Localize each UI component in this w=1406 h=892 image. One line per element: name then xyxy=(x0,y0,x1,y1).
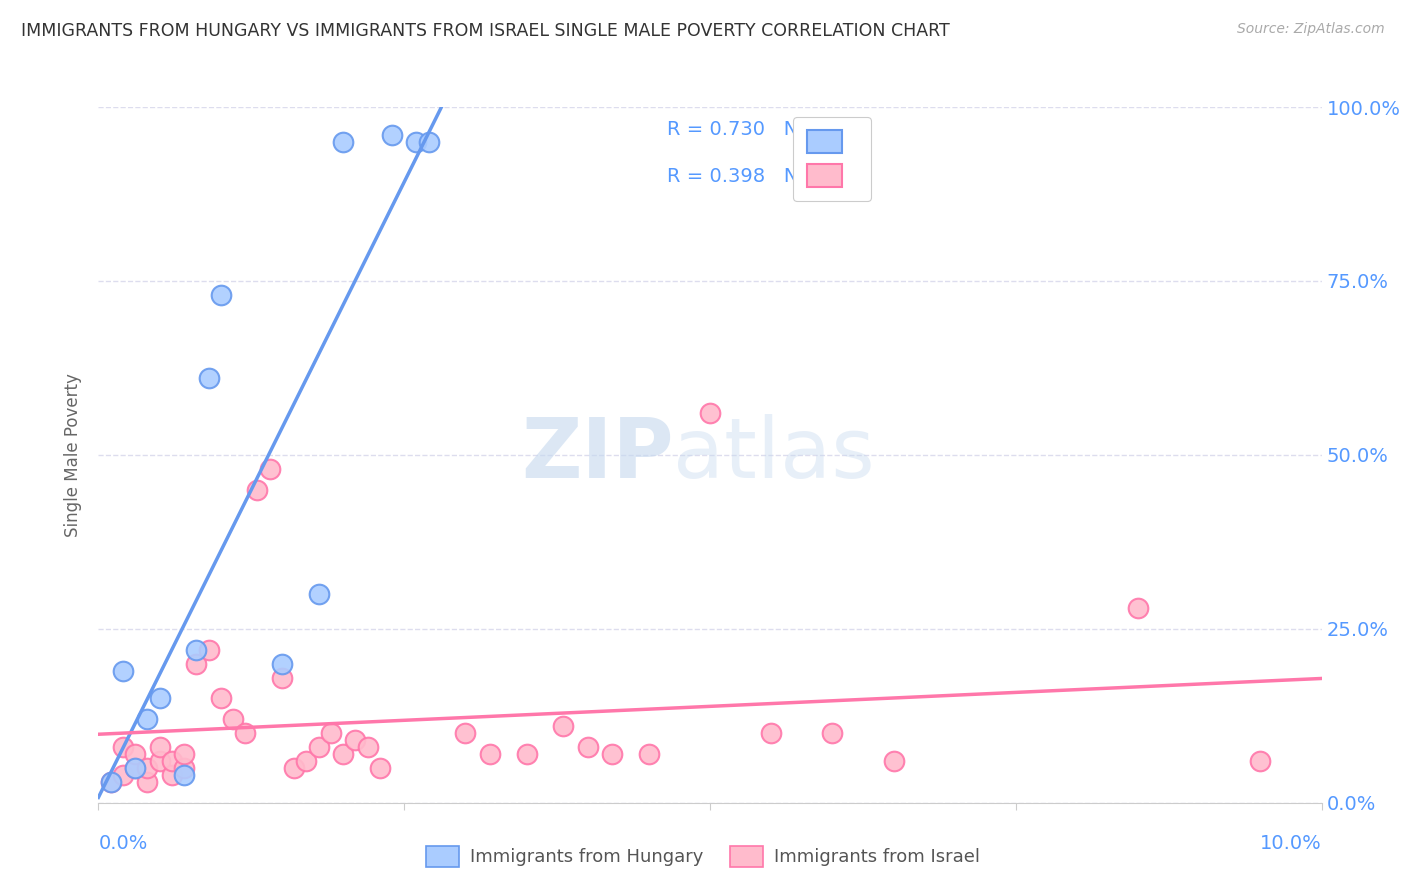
Point xyxy=(246,483,269,497)
Point xyxy=(283,761,305,775)
Point xyxy=(100,775,122,789)
Point xyxy=(1249,754,1271,768)
Point xyxy=(600,747,623,761)
Point xyxy=(344,733,367,747)
Point xyxy=(1128,601,1150,615)
Point xyxy=(308,740,330,755)
Point xyxy=(270,671,292,685)
Y-axis label: Single Male Poverty: Single Male Poverty xyxy=(65,373,83,537)
Point xyxy=(332,135,354,149)
Point xyxy=(553,719,575,733)
Point xyxy=(124,761,146,775)
Point xyxy=(136,712,159,726)
Point xyxy=(149,740,172,755)
Point xyxy=(759,726,782,740)
Point xyxy=(173,768,195,782)
Point xyxy=(149,754,172,768)
Point xyxy=(149,691,172,706)
Point xyxy=(136,775,159,789)
Point xyxy=(821,726,844,740)
Point xyxy=(100,775,122,789)
Point xyxy=(308,587,330,601)
Point xyxy=(295,754,318,768)
Legend: , : , xyxy=(793,117,872,201)
Point xyxy=(332,747,354,761)
Point xyxy=(111,768,134,782)
Point xyxy=(173,747,195,761)
Point xyxy=(454,726,477,740)
Point xyxy=(222,712,245,726)
Point xyxy=(160,768,183,782)
Point xyxy=(197,371,219,385)
Point xyxy=(209,288,232,302)
Point xyxy=(270,657,292,671)
Point xyxy=(186,657,208,671)
Text: Source: ZipAtlas.com: Source: ZipAtlas.com xyxy=(1237,22,1385,37)
Point xyxy=(197,642,219,657)
Point xyxy=(699,406,721,420)
Point xyxy=(259,462,281,476)
Point xyxy=(111,664,134,678)
Point xyxy=(516,747,538,761)
Point xyxy=(136,761,159,775)
Point xyxy=(319,726,342,740)
Point xyxy=(111,740,134,755)
Text: IMMIGRANTS FROM HUNGARY VS IMMIGRANTS FROM ISRAEL SINGLE MALE POVERTY CORRELATIO: IMMIGRANTS FROM HUNGARY VS IMMIGRANTS FR… xyxy=(21,22,950,40)
Text: 0.0%: 0.0% xyxy=(98,834,148,853)
Point xyxy=(209,691,232,706)
Point xyxy=(883,754,905,768)
Point xyxy=(356,740,378,755)
Point xyxy=(576,740,599,755)
Legend: Immigrants from Hungary, Immigrants from Israel: Immigrants from Hungary, Immigrants from… xyxy=(419,838,987,874)
Text: atlas: atlas xyxy=(673,415,875,495)
Text: 10.0%: 10.0% xyxy=(1260,834,1322,853)
Point xyxy=(124,747,146,761)
Point xyxy=(173,761,195,775)
Point xyxy=(637,747,661,761)
Point xyxy=(124,761,146,775)
Text: ZIP: ZIP xyxy=(520,415,673,495)
Point xyxy=(160,754,183,768)
Point xyxy=(368,761,391,775)
Point xyxy=(381,128,404,142)
Point xyxy=(418,135,440,149)
Point xyxy=(186,642,208,657)
Point xyxy=(233,726,256,740)
Text: R = 0.730   N = 15: R = 0.730 N = 15 xyxy=(668,120,852,139)
Text: R = 0.398   N = 42: R = 0.398 N = 42 xyxy=(668,167,852,186)
Point xyxy=(405,135,427,149)
Point xyxy=(478,747,501,761)
